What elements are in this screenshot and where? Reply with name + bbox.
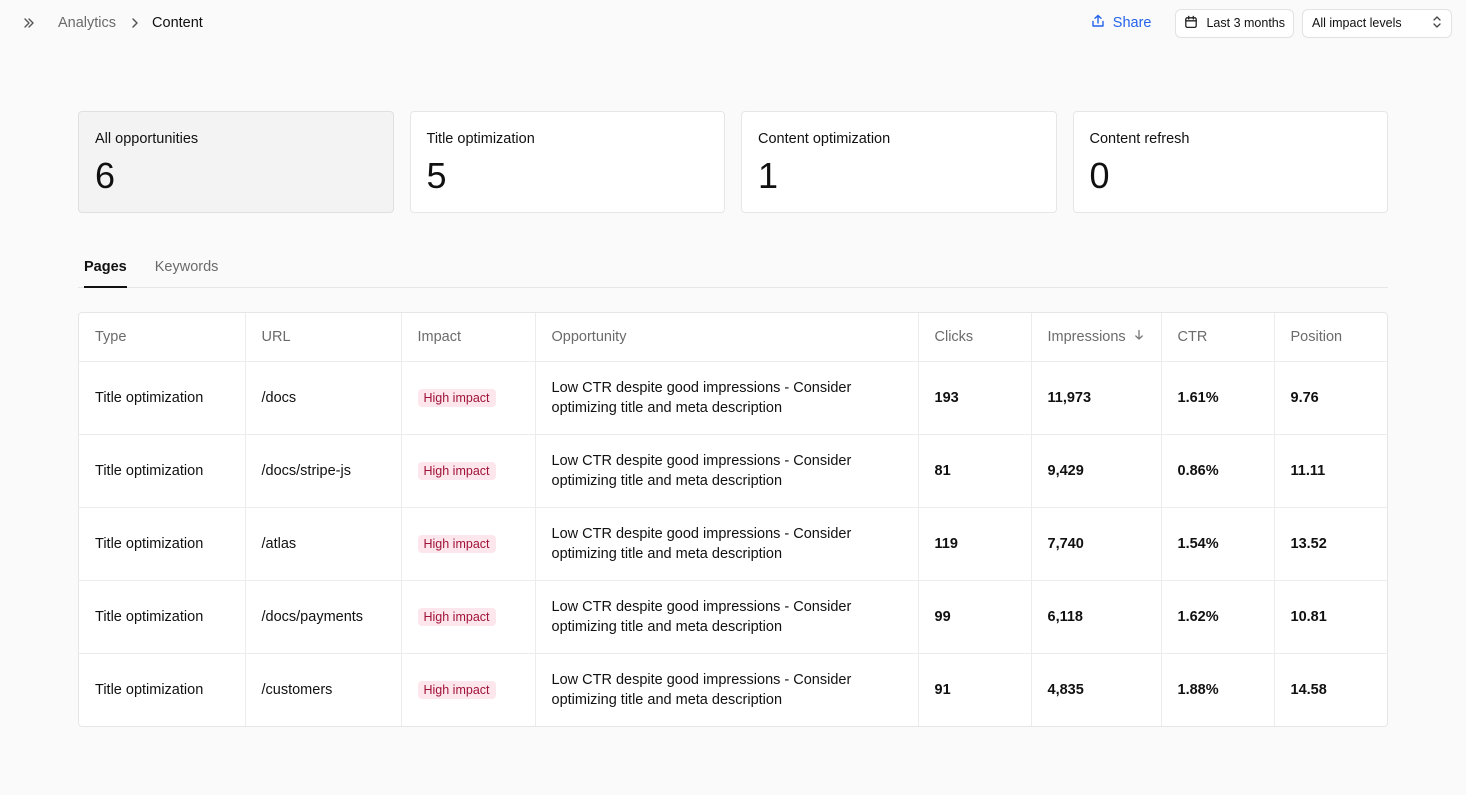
cell-clicks: 99 bbox=[918, 580, 1032, 654]
column-header-clicks[interactable]: Clicks bbox=[918, 313, 1032, 362]
chevrons-right-icon[interactable] bbox=[20, 14, 38, 32]
cell-impressions: 4,835 bbox=[1031, 653, 1162, 726]
cell-url: /docs bbox=[245, 361, 402, 435]
impact-badge: High impact bbox=[417, 534, 496, 553]
cell-opportunity: Low CTR despite good impressions - Consi… bbox=[535, 507, 919, 581]
card-value: 1 bbox=[758, 155, 779, 196]
card-label: Title optimization bbox=[426, 131, 535, 147]
table-row[interactable]: Title optimization /docs/payments High i… bbox=[79, 580, 1387, 654]
cell-impact: High impact bbox=[401, 507, 536, 581]
cell-position: 13.52 bbox=[1274, 507, 1387, 581]
arrow-down-icon bbox=[1134, 329, 1144, 345]
cell-opportunity: Low CTR despite good impressions - Consi… bbox=[535, 580, 919, 654]
breadcrumb: Analytics Content bbox=[20, 14, 203, 32]
cell-url: /customers bbox=[245, 653, 402, 726]
column-header-impressions-label: Impressions bbox=[1047, 328, 1126, 345]
cell-impressions: 11,973 bbox=[1031, 361, 1162, 435]
cell-clicks: 193 bbox=[918, 361, 1032, 435]
impact-badge: High impact bbox=[417, 607, 496, 626]
opportunities-table: Type URL Impact Opportunity Clicks Impre… bbox=[78, 312, 1388, 727]
cell-ctr: 0.86% bbox=[1161, 434, 1275, 508]
share-label: Share bbox=[1112, 15, 1152, 31]
chevrons-up-down-icon bbox=[1431, 15, 1443, 32]
table-row[interactable]: Title optimization /atlas High impact Lo… bbox=[79, 507, 1387, 581]
cell-url: /docs/payments bbox=[245, 580, 402, 654]
cell-impact: High impact bbox=[401, 653, 536, 726]
card-all-opportunities[interactable]: All opportunities 6 bbox=[78, 111, 394, 213]
cell-ctr: 1.62% bbox=[1161, 580, 1275, 654]
date-range-label: Last 3 months bbox=[1206, 16, 1285, 30]
cell-impact: High impact bbox=[401, 434, 536, 508]
cell-impressions: 7,740 bbox=[1031, 507, 1162, 581]
table-row[interactable]: Title optimization /docs High impact Low… bbox=[79, 361, 1387, 435]
table-header-row: Type URL Impact Opportunity Clicks Impre… bbox=[79, 313, 1387, 362]
impact-level-select[interactable]: All impact levels bbox=[1302, 8, 1452, 38]
cell-url: /atlas bbox=[245, 507, 402, 581]
cell-position: 14.58 bbox=[1290, 681, 1327, 698]
impact-level-value: All impact levels bbox=[1312, 16, 1402, 30]
cell-type: Title optimization bbox=[79, 361, 246, 435]
card-value: 5 bbox=[426, 155, 447, 196]
breadcrumb-current: Content bbox=[152, 15, 203, 31]
cell-position: 10.81 bbox=[1274, 580, 1387, 654]
cell-impact: High impact bbox=[401, 580, 536, 654]
table-row[interactable]: Title optimization /docs/stripe-js High … bbox=[79, 434, 1387, 508]
top-bar: Analytics Content Share Last 3 months Al… bbox=[0, 0, 1466, 46]
table-row[interactable]: Title optimization /customers High impac… bbox=[79, 653, 1387, 726]
cell-type: Title optimization bbox=[79, 434, 246, 508]
cell-clicks: 81 bbox=[918, 434, 1032, 508]
column-header-position[interactable]: Position bbox=[1274, 313, 1387, 362]
cell-ctr: 1.54% bbox=[1161, 507, 1275, 581]
column-header-ctr[interactable]: CTR bbox=[1161, 313, 1275, 362]
card-content-optimization[interactable]: Content optimization 1 bbox=[741, 111, 1057, 213]
cell-position: 9.76 bbox=[1274, 361, 1387, 435]
impact-badge: High impact bbox=[417, 461, 496, 480]
card-title-optimization[interactable]: Title optimization 5 bbox=[409, 111, 725, 213]
cell-ctr: 1.88% bbox=[1161, 653, 1275, 726]
column-header-type[interactable]: Type bbox=[79, 313, 246, 362]
impact-badge: High impact bbox=[417, 388, 496, 407]
cell-type: Title optimization bbox=[79, 580, 246, 654]
share-button[interactable]: Share bbox=[1091, 14, 1152, 32]
calendar-icon bbox=[1184, 15, 1198, 32]
tab-keywords[interactable]: Keywords bbox=[154, 259, 219, 275]
column-header-impressions[interactable]: Impressions bbox=[1031, 313, 1162, 362]
impact-badge: High impact bbox=[417, 680, 496, 699]
cell-opportunity: Low CTR despite good impressions - Consi… bbox=[535, 361, 919, 435]
card-content-refresh[interactable]: Content refresh 0 bbox=[1072, 111, 1388, 213]
cell-type: Title optimization bbox=[79, 507, 246, 581]
toolbar-actions: Share Last 3 months All impact levels bbox=[1091, 8, 1452, 38]
card-label: Content refresh bbox=[1089, 131, 1190, 147]
cell-opportunity: Low CTR despite good impressions - Consi… bbox=[535, 434, 919, 508]
cell-clicks: 119 bbox=[918, 507, 1032, 581]
column-header-url[interactable]: URL bbox=[245, 313, 402, 362]
cell-opportunity: Low CTR despite good impressions - Consi… bbox=[535, 653, 919, 726]
share-icon bbox=[1091, 14, 1105, 32]
opportunity-summary-cards: All opportunities 6 Title optimization 5… bbox=[78, 111, 1388, 213]
card-value: 6 bbox=[95, 155, 116, 196]
column-header-opportunity[interactable]: Opportunity bbox=[535, 313, 919, 362]
cell-position: 11.11 bbox=[1274, 434, 1387, 508]
tab-pages[interactable]: Pages bbox=[84, 252, 127, 288]
cell-impressions: 6,118 bbox=[1031, 580, 1162, 654]
date-range-button[interactable]: Last 3 months bbox=[1175, 8, 1294, 38]
cell-impact: High impact bbox=[401, 361, 536, 435]
card-label: Content optimization bbox=[758, 131, 891, 147]
cell-ctr: 1.61% bbox=[1161, 361, 1275, 435]
chevron-right-icon bbox=[130, 17, 140, 29]
cell-clicks: 91 bbox=[918, 653, 1032, 726]
breadcrumb-analytics[interactable]: Analytics bbox=[58, 15, 117, 31]
cell-impressions: 9,429 bbox=[1031, 434, 1162, 508]
card-label: All opportunities bbox=[95, 131, 199, 147]
card-value: 0 bbox=[1089, 155, 1110, 196]
view-tabs: Pages Keywords bbox=[78, 252, 1388, 288]
cell-type: Title optimization bbox=[79, 653, 246, 726]
cell-url: /docs/stripe-js bbox=[245, 434, 402, 508]
column-header-impact[interactable]: Impact bbox=[401, 313, 536, 362]
